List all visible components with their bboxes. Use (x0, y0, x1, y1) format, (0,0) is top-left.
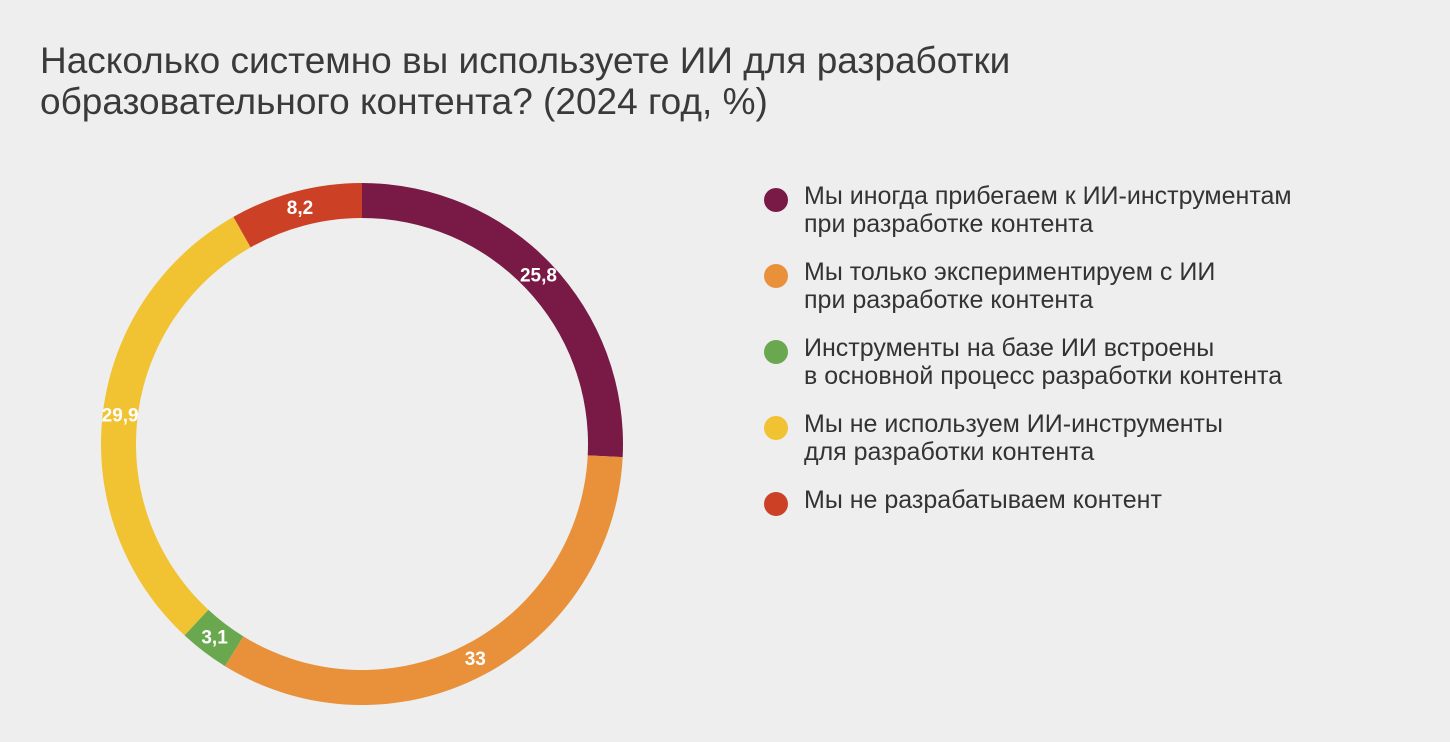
donut-slice-3 (184, 609, 244, 667)
legend-label-line: Мы не разрабатываем контент (804, 486, 1162, 514)
slice-value-label-3: 3,1 (201, 627, 228, 648)
legend-marker-icon (764, 264, 788, 288)
donut-slice-labels: 25,8 33 3,1 29,9 8,2 (102, 198, 557, 670)
legend-item-4: Мы не используем ИИ-инструменты для разра… (764, 410, 1424, 466)
donut-slice-4 (101, 216, 251, 636)
legend-item-1: Мы иногда прибегаем к ИИ-инструментам при… (764, 182, 1424, 238)
legend-marker-icon (764, 188, 788, 212)
donut-slice-2 (224, 455, 623, 705)
chart-title-line-2: образовательного контента? (2024 год, %) (40, 81, 768, 122)
donut-slices (101, 183, 623, 705)
chart-legend: Мы иногда прибегаем к ИИ-инструментам при… (764, 182, 1424, 534)
legend-label-line: Инструменты на базе ИИ встроены (804, 334, 1215, 362)
legend-item-2: Мы только экспериментируем с ИИ при разра… (764, 258, 1424, 314)
chart-title-line-1: Насколько системно вы используете ИИ для… (40, 40, 1011, 81)
donut-slice-5 (233, 183, 362, 248)
legend-label-line: в основной процесс разработки контента (804, 362, 1283, 390)
legend-marker-icon (764, 340, 788, 364)
legend-item-5: Мы не разрабатываем контент (764, 486, 1424, 516)
legend-item-3: Инструменты на базе ИИ встроены в основно… (764, 334, 1424, 390)
chart-title: Насколько системно вы используете ИИ для… (40, 40, 1240, 122)
slice-value-label-1: 25,8 (520, 266, 557, 287)
donut-slice-1 (362, 183, 623, 458)
slice-value-label-5: 8,2 (287, 198, 313, 219)
legend-label-line: Мы не используем ИИ-инструменты (804, 410, 1223, 438)
legend-label-line: Мы иногда прибегаем к ИИ-инструментам (804, 182, 1292, 210)
legend-marker-icon (764, 492, 788, 516)
legend-label-line: для разработки контента (804, 438, 1095, 466)
legend-label-line: при разработке контента (804, 286, 1094, 314)
legend-label-line: Мы только экспериментируем с ИИ (804, 258, 1216, 286)
slice-value-label-4: 29,9 (102, 405, 139, 426)
legend-marker-icon (764, 416, 788, 440)
slice-value-label-2: 33 (465, 649, 486, 670)
donut-chart: 25,8 33 3,1 29,9 8,2 (101, 183, 623, 705)
legend-label-line: при разработке контента (804, 210, 1094, 238)
